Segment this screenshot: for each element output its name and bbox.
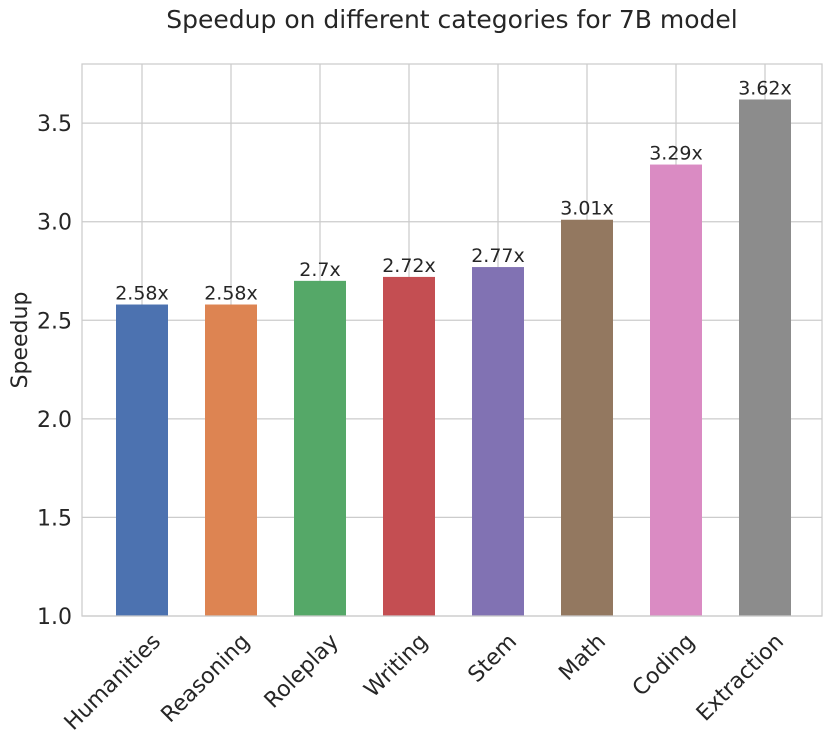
data-label-stem: 2.77x (471, 245, 525, 267)
bars (116, 99, 791, 617)
y-axis-label: Speedup (8, 292, 33, 389)
bar-reasoning (205, 304, 257, 616)
bar-humanities (116, 304, 168, 616)
y-tick-label: 2.0 (37, 408, 72, 433)
bar-writing (383, 276, 435, 616)
data-label-reasoning: 2.58x (204, 283, 258, 305)
x-tick-label-math: Math (554, 629, 611, 686)
data-label-humanities: 2.58x (115, 283, 169, 305)
y-tick-label: 1.0 (37, 605, 72, 630)
x-tick-label-humanities: Humanities (60, 629, 166, 735)
data-label-coding: 3.29x (649, 143, 703, 165)
bar-math (561, 219, 613, 616)
x-tick-label-stem: Stem (464, 629, 522, 687)
plot-frame (81, 63, 823, 617)
bar-extraction (739, 99, 791, 616)
x-tick-label-roleplay: Roleplay (260, 629, 344, 713)
x-tick-label-reasoning: Reasoning (157, 629, 255, 727)
y-tick-label: 1.5 (37, 506, 72, 531)
data-label-math: 3.01x (560, 198, 614, 220)
data-label-roleplay: 2.7x (299, 259, 340, 281)
y-tick-label: 3.5 (37, 112, 72, 137)
bar-coding (650, 164, 702, 617)
bar-stem (472, 267, 524, 616)
data-label-writing: 2.72x (382, 255, 436, 277)
grid (82, 64, 822, 617)
data-label-extraction: 3.62x (738, 77, 792, 99)
data-labels: 2.58x 2.58x 2.7x 2.72x 2.77x 3.01x 3.29x 3.62x (115, 77, 792, 304)
y-axis-ticks: 1.0 1.5 2.0 2.5 3.0 3.5 (37, 112, 72, 630)
bar-roleplay (294, 280, 346, 616)
x-tick-label-writing: Writing (360, 629, 433, 702)
y-tick-label: 2.5 (37, 309, 72, 334)
x-tick-label-coding: Coding (628, 629, 700, 701)
chart-title: Speedup on different categories for 7B m… (166, 5, 737, 34)
y-tick-label: 3.0 (37, 211, 72, 236)
x-tick-label-extraction: Extraction (692, 629, 789, 726)
